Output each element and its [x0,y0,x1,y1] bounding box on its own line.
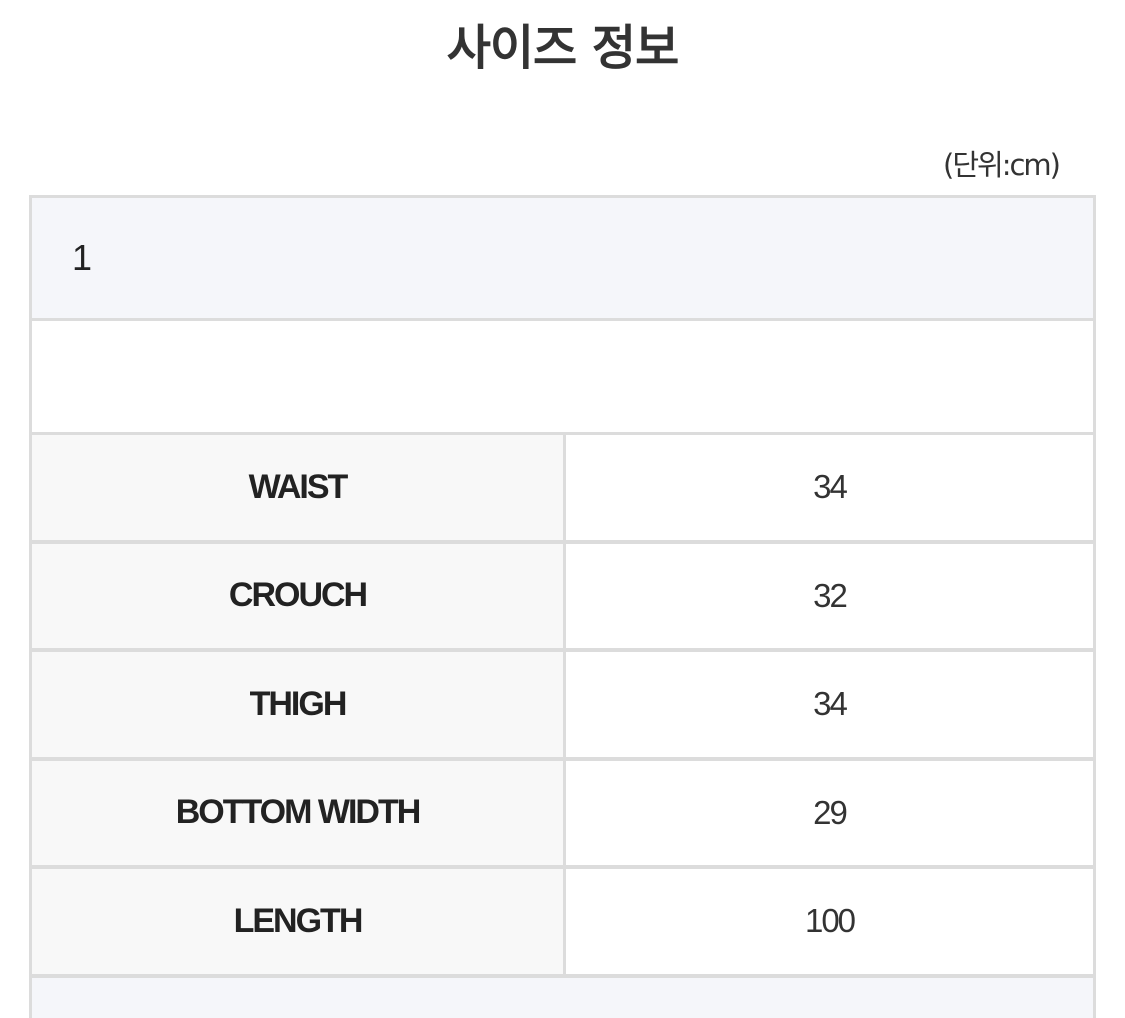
empty-row [32,321,1093,435]
size-header: 1 [32,198,1093,321]
table-row: BOTTOM WIDTH 29 [32,760,1093,869]
row-value: 34 [813,468,848,506]
row-label: LENGTH [32,869,566,974]
table-row: THIGH 34 [32,652,1093,761]
row-label: CROUCH [32,543,566,648]
table-row: CROUCH 32 [32,543,1093,652]
next-section-row [32,977,1093,1018]
row-label: WAIST [32,435,566,540]
row-value: 34 [813,685,848,723]
row-value: 29 [813,793,848,831]
row-label: THIGH [32,652,566,757]
table-row: LENGTH 100 [32,869,1093,978]
size-table: 1 WAIST 34 CROUCH 32 THIGH 34 BOTTOM WIDTH 2… [29,195,1096,1018]
row-label: BOTTOM WIDTH [32,760,566,865]
table-row: WAIST 34 [32,435,1093,544]
row-value: 32 [813,576,848,614]
page-title: 사이즈 정보 [446,20,680,76]
row-value: 100 [804,902,856,940]
unit-label: (단위:cm) [943,148,1061,182]
